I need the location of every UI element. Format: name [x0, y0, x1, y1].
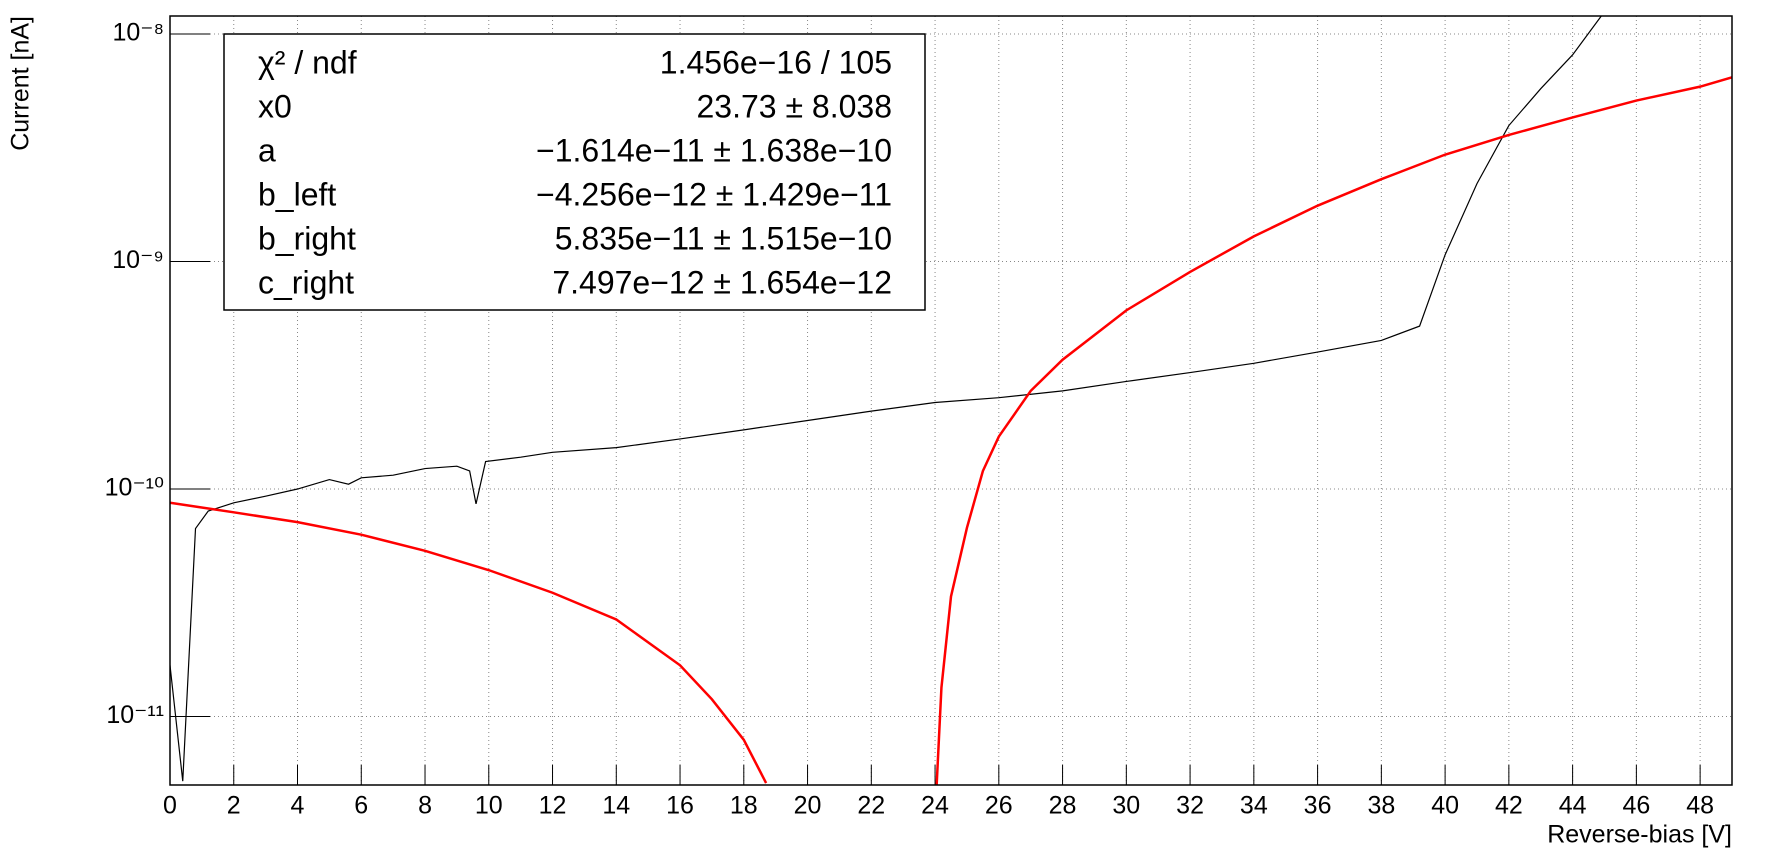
stats-box: [223, 33, 926, 311]
stat-label: b_left: [258, 176, 336, 212]
data-line: [935, 76, 1732, 785]
stat-label: x0: [258, 88, 292, 124]
data-line: [170, 501, 768, 784]
x-tick-label: 22: [857, 792, 885, 820]
x-tick-label: 40: [1431, 792, 1459, 820]
stat-value: −4.256e−12 ± 1.429e−11: [536, 176, 892, 212]
x-tick-label: 12: [539, 792, 567, 820]
y-axis-title: Current [nA]: [7, 16, 35, 151]
x-tick-label: 48: [1686, 792, 1714, 820]
x-tick-label: 46: [1622, 792, 1650, 820]
y-tick-label: 10⁻¹¹: [106, 701, 164, 729]
x-tick-label: 28: [1049, 792, 1077, 820]
x-tick-label: 18: [730, 792, 758, 820]
x-tick-label: 4: [291, 792, 305, 820]
y-tick-label: 10⁻⁹: [112, 246, 164, 274]
y-tick-label: 10⁻⁸: [112, 19, 164, 47]
x-tick-label: 8: [418, 792, 432, 820]
x-tick-label: 26: [985, 792, 1013, 820]
stat-value: 23.73 ± 8.038: [697, 88, 893, 124]
x-tick-label: 10: [475, 792, 503, 820]
stat-label: b_right: [258, 220, 356, 256]
x-tick-label: 36: [1304, 792, 1332, 820]
stat-label: χ² / ndf: [258, 44, 357, 80]
stat-value: 5.835e−11 ± 1.515e−10: [555, 220, 892, 256]
x-tick-label: 42: [1495, 792, 1523, 820]
x-tick-label: 32: [1176, 792, 1204, 820]
stat-label: a: [258, 132, 276, 168]
x-tick-label: 20: [794, 792, 822, 820]
x-tick-label: 34: [1240, 792, 1268, 820]
x-tick-label: 24: [921, 792, 949, 820]
x-tick-label: 16: [666, 792, 694, 820]
x-tick-label: 14: [602, 792, 630, 820]
x-tick-label: 2: [227, 792, 241, 820]
stat-value: −1.614e−11 ± 1.638e−10: [536, 132, 892, 168]
x-tick-label: 38: [1367, 792, 1395, 820]
y-tick-label: 10⁻¹⁰: [105, 474, 164, 502]
x-tick-label: 30: [1112, 792, 1140, 820]
stat-label: c_right: [258, 264, 354, 300]
x-axis-title: Reverse-bias [V]: [1547, 821, 1732, 849]
x-tick-label: 6: [354, 792, 368, 820]
data-line: [170, 16, 1602, 782]
x-tick-label: 0: [163, 792, 177, 820]
x-tick-label: 44: [1559, 792, 1587, 820]
stat-value: 7.497e−12 ± 1.654e−12: [552, 264, 892, 300]
plot-frame: [169, 15, 1733, 786]
stat-value: 1.456e−16 / 105: [660, 44, 892, 80]
